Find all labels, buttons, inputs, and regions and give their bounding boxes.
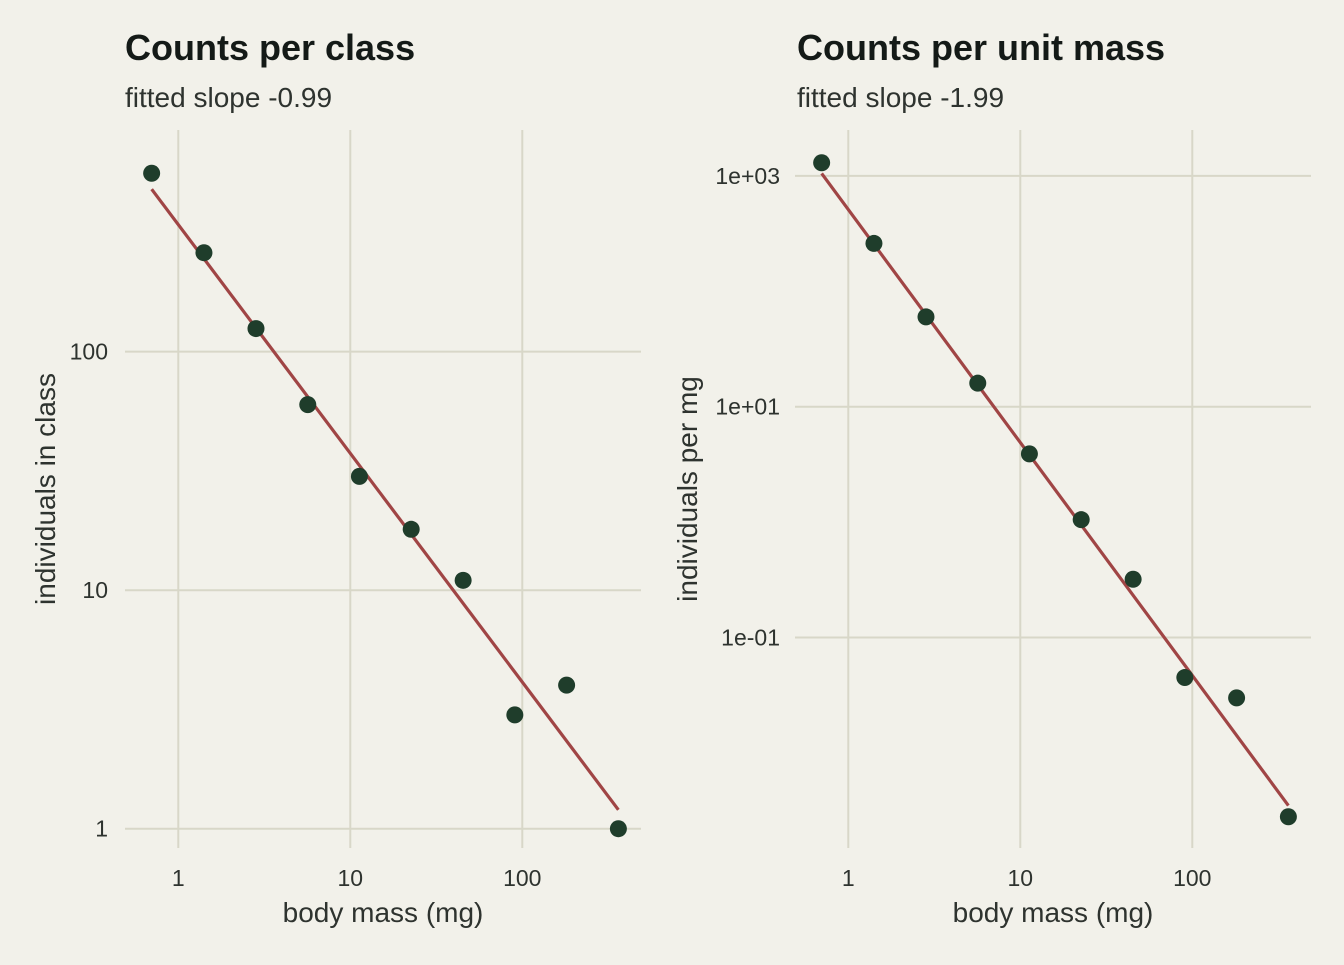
- data-point: [813, 154, 831, 172]
- data-point: [558, 676, 576, 694]
- data-point: [865, 234, 883, 252]
- data-point: [195, 244, 213, 262]
- chart-panel-2: 1 10 100 1e-01 1e+01 1e+03 Counts per unit mas…: [672, 27, 1311, 928]
- chart-subtitle: fitted slope -1.99: [797, 82, 1004, 113]
- data-point: [1279, 808, 1297, 826]
- x-tick-label: 100: [1173, 865, 1211, 891]
- data-point: [1020, 445, 1038, 463]
- data-point: [506, 706, 524, 724]
- data-point: [143, 164, 161, 182]
- data-point: [1124, 570, 1142, 588]
- chart-title: Counts per unit mass: [797, 27, 1165, 68]
- data-point: [1176, 669, 1194, 687]
- x-tick-label: 10: [1007, 865, 1033, 891]
- data-point: [402, 520, 420, 538]
- fit-line: [820, 172, 1290, 807]
- data-point: [1228, 689, 1246, 707]
- y-tick-label: 100: [70, 339, 108, 365]
- chart-panel-1: 1 10 100 1 10 100 Counts per class fitted slope…: [30, 27, 641, 928]
- y-axis-label: individuals per mg: [672, 376, 703, 602]
- y-tick-label: 1e+01: [715, 394, 780, 420]
- chart-title: Counts per class: [125, 27, 415, 68]
- y-axis-label: individuals in class: [30, 373, 61, 605]
- x-axis-label: body mass (mg): [953, 897, 1154, 928]
- data-point: [969, 374, 987, 392]
- x-tick-label: 100: [503, 865, 541, 891]
- data-point: [350, 467, 368, 485]
- y-tick-label: 10: [82, 577, 108, 603]
- data-point: [1072, 511, 1090, 529]
- data-point: [609, 820, 627, 838]
- chart-subtitle: fitted slope -0.99: [125, 82, 332, 113]
- x-tick-label: 1: [842, 865, 855, 891]
- x-tick-label: 1: [172, 865, 185, 891]
- y-tick-label: 1: [95, 816, 108, 842]
- data-point: [247, 320, 265, 338]
- x-tick-label: 10: [337, 865, 363, 891]
- x-axis-label: body mass (mg): [283, 897, 484, 928]
- fit-line: [150, 188, 620, 811]
- y-tick-label: 1e-01: [721, 625, 780, 651]
- data-point: [454, 571, 472, 589]
- data-point: [299, 396, 317, 414]
- data-point: [917, 308, 935, 326]
- y-tick-label: 1e+03: [715, 163, 780, 189]
